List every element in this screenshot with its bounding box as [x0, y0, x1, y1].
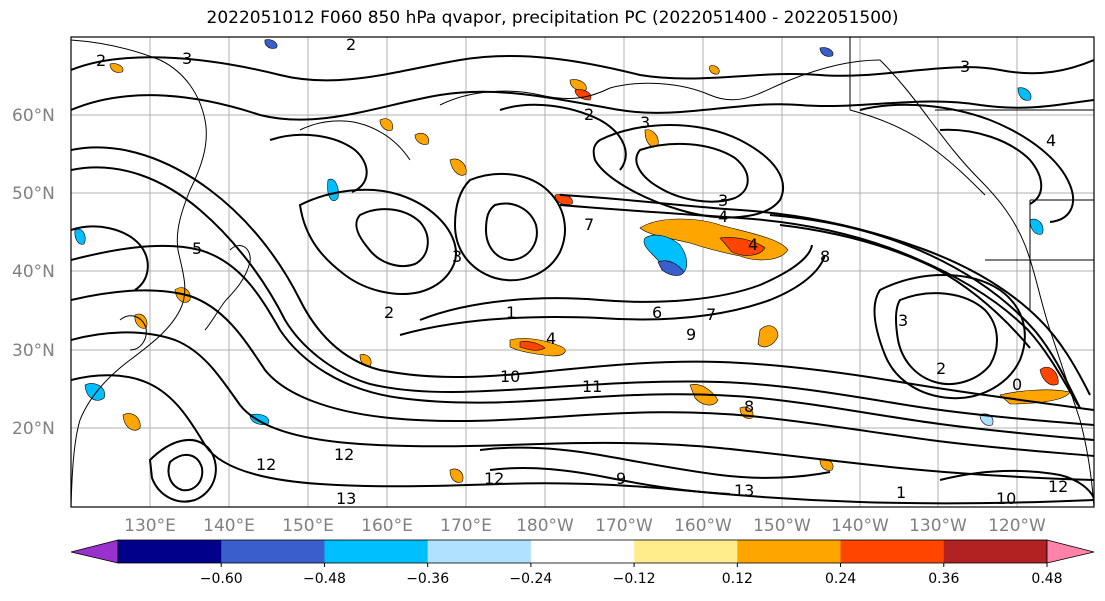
- colorbar-tick-label: 0.24: [825, 571, 856, 587]
- contour-label: 2: [384, 303, 394, 322]
- colorbar-extend-high: [1046, 539, 1095, 564]
- contour-label: 8: [744, 397, 754, 416]
- lon-label-150e: 150°E: [282, 516, 334, 536]
- contour-label: 7: [584, 215, 594, 234]
- colorbar-tick-label: −0.24: [509, 571, 552, 587]
- contour-label: 4: [546, 329, 556, 348]
- colorbar-cell: [634, 540, 738, 563]
- contour-label: 10: [500, 367, 520, 386]
- contour-label: 2: [584, 105, 594, 124]
- contour-label: 10: [996, 489, 1016, 508]
- colorbar-tick-label: 0.48: [1031, 571, 1062, 587]
- contour-label: 4: [748, 235, 758, 254]
- lon-label-160w: 160°W: [674, 516, 732, 536]
- longitude-labels: 130°E 140°E 150°E 160°E 170°E 180°W 170°…: [124, 516, 1046, 536]
- latitude-labels: 60°N 50°N 40°N 30°N 20°N: [12, 106, 55, 439]
- contour-label: 8: [820, 247, 830, 266]
- lon-label-140e: 140°E: [203, 516, 255, 536]
- colorbar-tick-label: −0.12: [613, 571, 656, 587]
- contour-label: 11: [582, 377, 602, 396]
- contour-label: 12: [334, 445, 354, 464]
- colorbar-cell: [221, 540, 325, 563]
- lat-label-60n: 60°N: [12, 106, 55, 126]
- lat-label-40n: 40°N: [12, 262, 55, 282]
- colorbar-tick-label: 0.12: [722, 571, 753, 587]
- colorbar-tick-label: 0.36: [928, 571, 959, 587]
- contour-label: 7: [706, 305, 716, 324]
- contour-label: 12: [1048, 477, 1068, 496]
- qvapor-contours: [71, 54, 1094, 505]
- colorbar-extend-low: [70, 539, 119, 564]
- lon-label-120w: 120°W: [988, 516, 1046, 536]
- contour-label: 9: [686, 325, 696, 344]
- colorbar-cell: [737, 540, 842, 563]
- precip-patches: [74, 39, 1071, 483]
- colorbar-cell: [943, 540, 1048, 563]
- contour-label: 3: [718, 191, 728, 210]
- contour-label: 12: [256, 455, 276, 474]
- contour-label: 0: [1012, 375, 1022, 394]
- lat-label-30n: 30°N: [12, 341, 55, 361]
- graticule: [71, 37, 1094, 507]
- contour-labels: 2 3 2 3 2 3 4 4 7 3 4 1 2 3 4 5 6 7 8 9 …: [96, 35, 1068, 508]
- lon-label-130e: 130°E: [124, 516, 176, 536]
- lon-label-170e: 170°E: [440, 516, 492, 536]
- colorbar-tick-label: −0.48: [303, 571, 346, 587]
- contour-label: 4: [718, 207, 728, 226]
- lon-label-180w: 180°W: [516, 516, 574, 536]
- contour-label: 1: [896, 483, 906, 502]
- coastlines: [71, 37, 1094, 507]
- lon-label-160e: 160°E: [361, 516, 413, 536]
- colorbar-cell: [324, 540, 429, 563]
- contour-label: 3: [452, 247, 462, 266]
- colorbar-tick-label: −0.36: [406, 571, 449, 587]
- contour-label: 6: [652, 303, 662, 322]
- colorbar-cell: [118, 540, 222, 563]
- colorbar-cell: [427, 540, 532, 563]
- lon-label-130w: 130°W: [909, 516, 967, 536]
- contour-label: 13: [336, 489, 356, 508]
- contour-label: 9: [616, 469, 626, 488]
- contour-label: 2: [96, 51, 106, 70]
- colorbar-cell: [530, 540, 635, 563]
- lat-label-50n: 50°N: [12, 184, 55, 204]
- contour-label: 3: [640, 113, 650, 132]
- lon-label-170w: 170°W: [595, 516, 653, 536]
- contour-label: 13: [734, 481, 754, 500]
- lon-label-150w: 150°W: [753, 516, 811, 536]
- contour-label: 1: [506, 303, 516, 322]
- contour-label: 2: [346, 35, 356, 54]
- contour-label: 4: [1046, 131, 1056, 150]
- contour-label: 5: [192, 239, 202, 258]
- colorbar-tick-label: −0.60: [200, 571, 243, 587]
- map-border: [70, 36, 1095, 508]
- contour-label: 12: [484, 469, 504, 488]
- contour-label: 3: [960, 57, 970, 76]
- lat-label-20n: 20°N: [12, 419, 55, 439]
- colorbar: −0.60 −0.48 −0.36 −0.24 −0.12 0.12 0.24 0.36 0.4…: [70, 539, 1095, 587]
- contour-label: 3: [898, 311, 908, 330]
- lon-label-140w: 140°W: [831, 516, 889, 536]
- contour-label: 3: [182, 49, 192, 68]
- map-title: 2022051012 F060 850 hPa qvapor, precipit…: [206, 8, 899, 28]
- colorbar-cell: [840, 540, 945, 563]
- contour-label: 2: [936, 359, 946, 378]
